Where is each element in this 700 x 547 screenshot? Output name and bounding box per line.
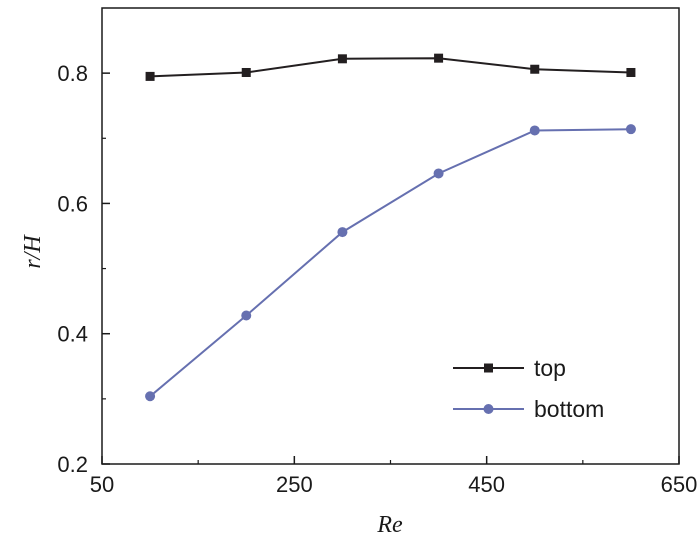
x-tick-label: 250 <box>276 472 313 497</box>
x-tick-label: 50 <box>90 472 114 497</box>
data-point-bottom <box>433 168 444 179</box>
data-point-bottom <box>529 125 540 136</box>
data-point-top <box>145 71 155 81</box>
data-point-top <box>337 54 347 64</box>
x-tick-label: 650 <box>661 472 698 497</box>
data-point-bottom <box>625 124 636 135</box>
y-axis-title-variable: r <box>20 259 46 269</box>
legend-label-top: top <box>534 355 566 381</box>
x-axis-title: Re <box>376 512 403 538</box>
series-line-top <box>150 57 631 78</box>
series-top <box>145 53 636 81</box>
legend-marker-bottom <box>483 404 494 414</box>
y-tick-label: 0.4 <box>57 322 88 347</box>
legend-entry-bottom: bottom <box>453 396 604 422</box>
y-axis-title: r/H <box>20 234 46 269</box>
series-layer <box>145 53 636 402</box>
series-line-bottom <box>149 128 631 398</box>
data-point-bottom <box>337 227 348 238</box>
x-tick-label: 450 <box>468 472 505 497</box>
data-point-bottom <box>145 391 156 402</box>
series-bottom <box>145 124 636 402</box>
data-point-bottom <box>241 310 252 321</box>
legend-marker-top <box>484 363 493 373</box>
y-axis-title-rest: /H <box>20 234 46 262</box>
data-point-top <box>626 67 636 77</box>
y-tick-label: 0.6 <box>57 191 88 216</box>
data-point-top <box>241 67 251 77</box>
y-tick-label: 0.8 <box>57 61 88 86</box>
legend-label-bottom: bottom <box>534 396 604 422</box>
data-point-top <box>530 64 540 74</box>
legend: top bottom <box>453 355 604 422</box>
y-tick-label: 0.2 <box>57 452 88 477</box>
legend-entry-top: top <box>453 355 566 381</box>
data-point-top <box>434 53 444 63</box>
axis-ticks: 50 250 450 650 0.2 0.4 0.6 0.8 <box>57 61 697 497</box>
